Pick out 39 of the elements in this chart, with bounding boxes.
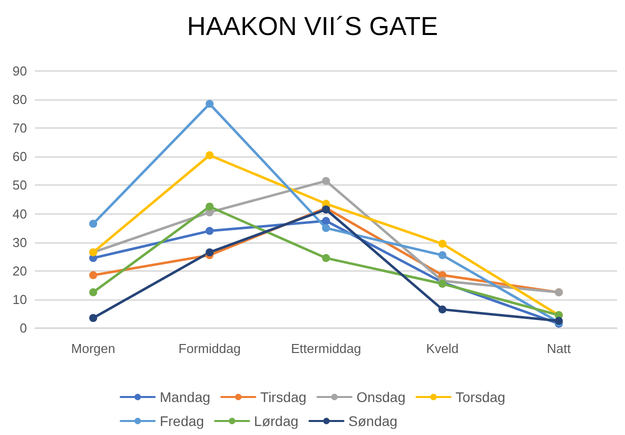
point [89, 314, 98, 322]
point [322, 254, 330, 262]
point [206, 202, 214, 211]
chart-title: HAAKON VII´S GATE [187, 11, 438, 41]
point [206, 151, 214, 160]
x-tick-label: Kveld [426, 341, 459, 356]
y-tick-label: 30 [12, 234, 27, 250]
x-tick-label: Natt [546, 341, 572, 356]
legend-label: Mandag [160, 389, 210, 405]
point [438, 240, 446, 248]
legend-label: Tirsdag [260, 389, 306, 405]
point [322, 216, 330, 225]
point [89, 288, 98, 296]
y-tick-label: 40 [12, 206, 27, 222]
y-tick-label: 10 [12, 292, 27, 307]
y-tick-label: 0 [20, 320, 27, 336]
legend-label: Lørdag [254, 413, 298, 429]
x-tick-label: Morgen [71, 341, 116, 356]
legend-label: Fredag [160, 413, 204, 429]
y-tick-label: 50 [12, 178, 27, 193]
y-tick-label: 80 [12, 92, 27, 108]
point [206, 226, 214, 235]
legend-label: Torsdag [455, 389, 506, 405]
y-tick-label: 20 [12, 263, 27, 278]
point [438, 251, 446, 260]
x-tick-label: Formiddag [178, 341, 241, 356]
legend-label: Onsdag [356, 389, 406, 405]
point [206, 100, 214, 108]
y-tick-label: 60 [12, 149, 27, 164]
point [438, 305, 446, 314]
y-tick-label: 90 [12, 64, 27, 78]
point [322, 224, 330, 232]
legend-label: Søndag [348, 413, 398, 429]
point [322, 176, 330, 185]
point [89, 271, 98, 280]
point [89, 220, 98, 228]
x-tick-label: Ettermiddag [290, 341, 362, 356]
y-tick-label: 70 [12, 120, 27, 136]
point [206, 248, 214, 256]
